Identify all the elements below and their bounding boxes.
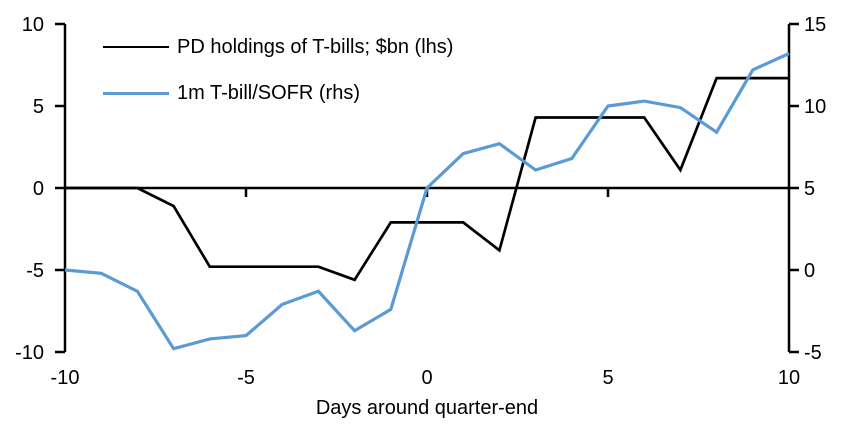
legend-line-sample-blue — [103, 91, 169, 95]
x-axis-title: Days around quarter-end — [316, 397, 538, 419]
legend: PD holdings of T-bills; $bn (lhs) 1m T-b… — [103, 24, 453, 116]
x-axis-tick-label: 10 — [778, 367, 800, 389]
legend-line-sample-black — [103, 46, 169, 48]
legend-label-sofr: 1m T-bill/SOFR (rhs) — [177, 82, 360, 104]
legend-label-pd-holdings: PD holdings of T-bills; $bn (lhs) — [177, 36, 454, 58]
left-axis-tick-label: 5 — [33, 96, 44, 118]
plot-generated-layer: 10 5 0 -5 -10 15 10 5 0 -5 -10 -5 0 5 10 — [15, 14, 826, 389]
series-line-1 — [64, 52, 790, 351]
legend-item-sofr: 1m T-bill/SOFR (rhs) — [103, 70, 453, 116]
right-axis-tick-label: 5 — [804, 178, 815, 200]
left-axis-tick-label: 10 — [22, 14, 44, 36]
left-axis-tick-label: -5 — [26, 260, 44, 282]
right-axis-tick-label: -5 — [804, 342, 822, 364]
x-axis-tick-label: 0 — [421, 367, 432, 389]
legend-item-pd-holdings: PD holdings of T-bills; $bn (lhs) — [103, 24, 453, 70]
series-line-0 — [65, 76, 789, 282]
left-axis-tick-label: 0 — [33, 178, 44, 200]
right-axis-tick-label: 0 — [804, 260, 815, 282]
x-axis-tick-label: -5 — [237, 367, 255, 389]
right-axis-tick-label: 10 — [804, 96, 826, 118]
right-axis-tick-label: 15 — [804, 14, 826, 36]
left-axis-tick-label: -10 — [15, 342, 44, 364]
x-axis-tick-label: -10 — [51, 367, 80, 389]
x-axis-tick-label: 5 — [602, 367, 613, 389]
